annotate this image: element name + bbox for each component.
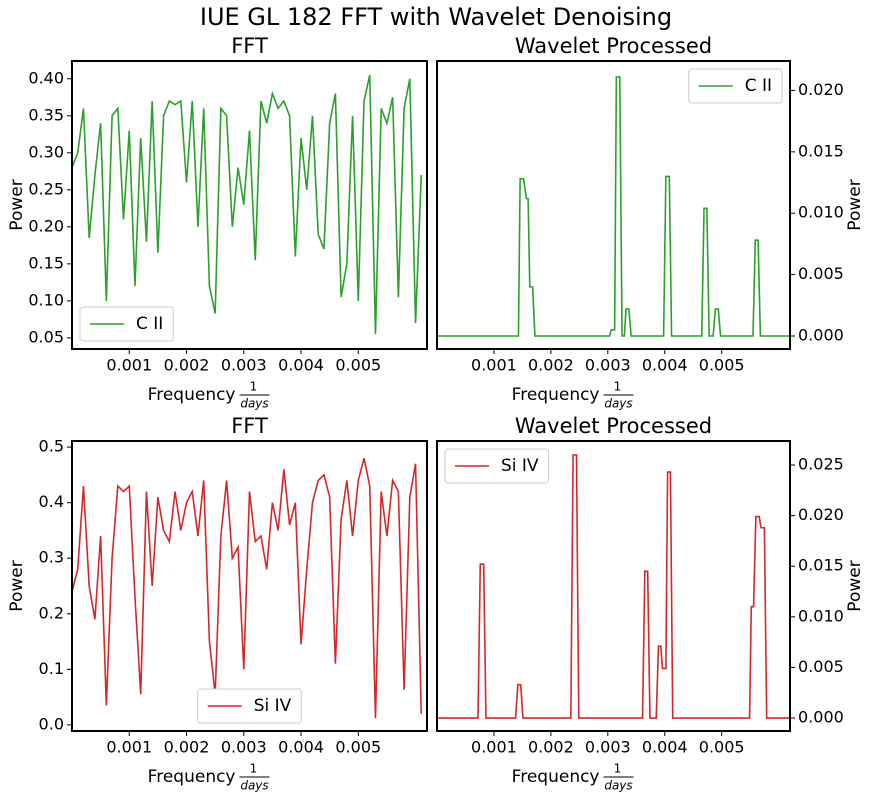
x-label-denominator: days bbox=[604, 779, 632, 793]
x-axis-label: Frequency bbox=[148, 767, 236, 787]
x-tick-label: 0.004 bbox=[278, 356, 324, 375]
x-tick-label: 0.002 bbox=[528, 738, 574, 757]
legend: C II bbox=[688, 68, 783, 104]
y-tick-label: 0.005 bbox=[798, 657, 844, 676]
x-tick-label: 0.005 bbox=[335, 738, 381, 757]
x-axis-label: Frequency bbox=[512, 385, 600, 405]
x-tick-label: 0.002 bbox=[528, 356, 574, 375]
x-tick-label: 0.003 bbox=[221, 356, 267, 375]
y-tick-label: 0.20 bbox=[28, 216, 64, 235]
y-tick-label: 0.15 bbox=[28, 253, 64, 272]
y-tick-label: 0.2 bbox=[39, 603, 64, 622]
legend-label: C II bbox=[745, 76, 772, 96]
y-tick-label: 0.05 bbox=[28, 327, 64, 346]
y-axis-label: Power bbox=[845, 560, 865, 611]
y-tick-label: 0.015 bbox=[798, 141, 844, 160]
legend: Si IV bbox=[444, 448, 550, 484]
y-tick-label: 0.025 bbox=[798, 454, 844, 473]
x-tick-label: 0.005 bbox=[335, 356, 381, 375]
x-tick-label: 0.001 bbox=[471, 356, 517, 375]
legend-label: Si IV bbox=[501, 456, 539, 476]
data-line bbox=[72, 458, 423, 719]
legend-frame bbox=[79, 306, 174, 342]
x-tick-label: 0.004 bbox=[642, 738, 688, 757]
legend-frame bbox=[197, 688, 302, 724]
data-line bbox=[72, 74, 423, 335]
y-tick-label: 0.010 bbox=[798, 606, 844, 625]
legend-label: C II bbox=[136, 314, 163, 334]
subplot-title: Wavelet Processed bbox=[515, 34, 712, 58]
y-axis-label: Power bbox=[7, 560, 27, 611]
x-tick-label: 0.003 bbox=[585, 738, 631, 757]
y-axis-label: Power bbox=[7, 179, 27, 230]
x-tick-label: 0.005 bbox=[699, 738, 745, 757]
subplot: FFT 0.001 0.002 0.003 0.004 0.005 0.05 0.10 0.15… bbox=[7, 34, 428, 411]
y-tick-label: 0.010 bbox=[798, 203, 844, 222]
y-tick-label: 0.40 bbox=[28, 68, 64, 87]
subplot: Wavelet Processed 0.001 0.002 0.003 0.004 0.0… bbox=[436, 414, 865, 793]
legend: C II bbox=[79, 306, 174, 342]
y-tick-label: 0.30 bbox=[28, 142, 64, 161]
y-tick-label: 0.10 bbox=[28, 290, 64, 309]
data-line bbox=[437, 76, 790, 337]
y-axis-label: Power bbox=[845, 179, 865, 230]
y-tick-label: 0.3 bbox=[39, 548, 64, 567]
x-label-numerator: 1 bbox=[250, 380, 258, 394]
axes-frame bbox=[436, 60, 791, 350]
y-tick-label: 0.35 bbox=[28, 105, 64, 124]
axes-frame bbox=[71, 440, 428, 732]
y-tick-label: 0.020 bbox=[798, 80, 844, 99]
y-tick-label: 0.1 bbox=[39, 659, 64, 678]
x-axis-label: Frequency bbox=[512, 767, 600, 787]
figure-title: IUE GL 182 FFT with Wavelet Denoising bbox=[200, 3, 672, 31]
y-tick-label: 0.015 bbox=[798, 556, 844, 575]
x-label-numerator: 1 bbox=[250, 762, 258, 776]
x-axis-label: Frequency bbox=[148, 385, 236, 405]
x-tick-label: 0.002 bbox=[164, 356, 210, 375]
x-tick-label: 0.001 bbox=[106, 356, 152, 375]
legend-frame bbox=[444, 448, 550, 484]
x-tick-label: 0.003 bbox=[221, 738, 267, 757]
x-tick-label: 0.003 bbox=[585, 356, 631, 375]
subplot: FFT 0.001 0.002 0.003 0.004 0.005 0.0 0.1 0.2 0.3… bbox=[7, 414, 428, 793]
x-label-denominator: days bbox=[240, 397, 268, 411]
legend-label: Si IV bbox=[254, 696, 292, 716]
subplot: Wavelet Processed 0.001 0.002 0.003 0.004 0.0… bbox=[436, 34, 865, 411]
x-tick-label: 0.004 bbox=[642, 356, 688, 375]
subplot-title: FFT bbox=[231, 414, 268, 438]
y-tick-label: 0.005 bbox=[798, 264, 844, 283]
axes-frame bbox=[436, 440, 791, 732]
x-tick-label: 0.004 bbox=[278, 738, 324, 757]
legend-frame bbox=[688, 68, 783, 104]
x-tick-label: 0.001 bbox=[471, 738, 517, 757]
y-tick-label: 0.0 bbox=[39, 714, 64, 733]
y-tick-label: 0.020 bbox=[798, 505, 844, 524]
y-tick-label: 0.000 bbox=[798, 708, 844, 727]
data-line bbox=[437, 454, 790, 719]
x-tick-label: 0.002 bbox=[164, 738, 210, 757]
y-tick-label: 0.4 bbox=[39, 492, 64, 511]
legend: Si IV bbox=[197, 688, 302, 724]
y-tick-label: 0.25 bbox=[28, 179, 64, 198]
y-tick-label: 0.000 bbox=[798, 325, 844, 344]
subplot-title: Wavelet Processed bbox=[515, 414, 712, 438]
x-label-denominator: days bbox=[604, 397, 632, 411]
x-label-numerator: 1 bbox=[614, 762, 622, 776]
x-label-denominator: days bbox=[240, 779, 268, 793]
x-label-numerator: 1 bbox=[614, 380, 622, 394]
y-tick-label: 0.5 bbox=[39, 437, 64, 456]
x-tick-label: 0.005 bbox=[699, 356, 745, 375]
axes-frame bbox=[71, 60, 428, 350]
x-tick-label: 0.001 bbox=[106, 738, 152, 757]
subplot-title: FFT bbox=[231, 34, 268, 58]
